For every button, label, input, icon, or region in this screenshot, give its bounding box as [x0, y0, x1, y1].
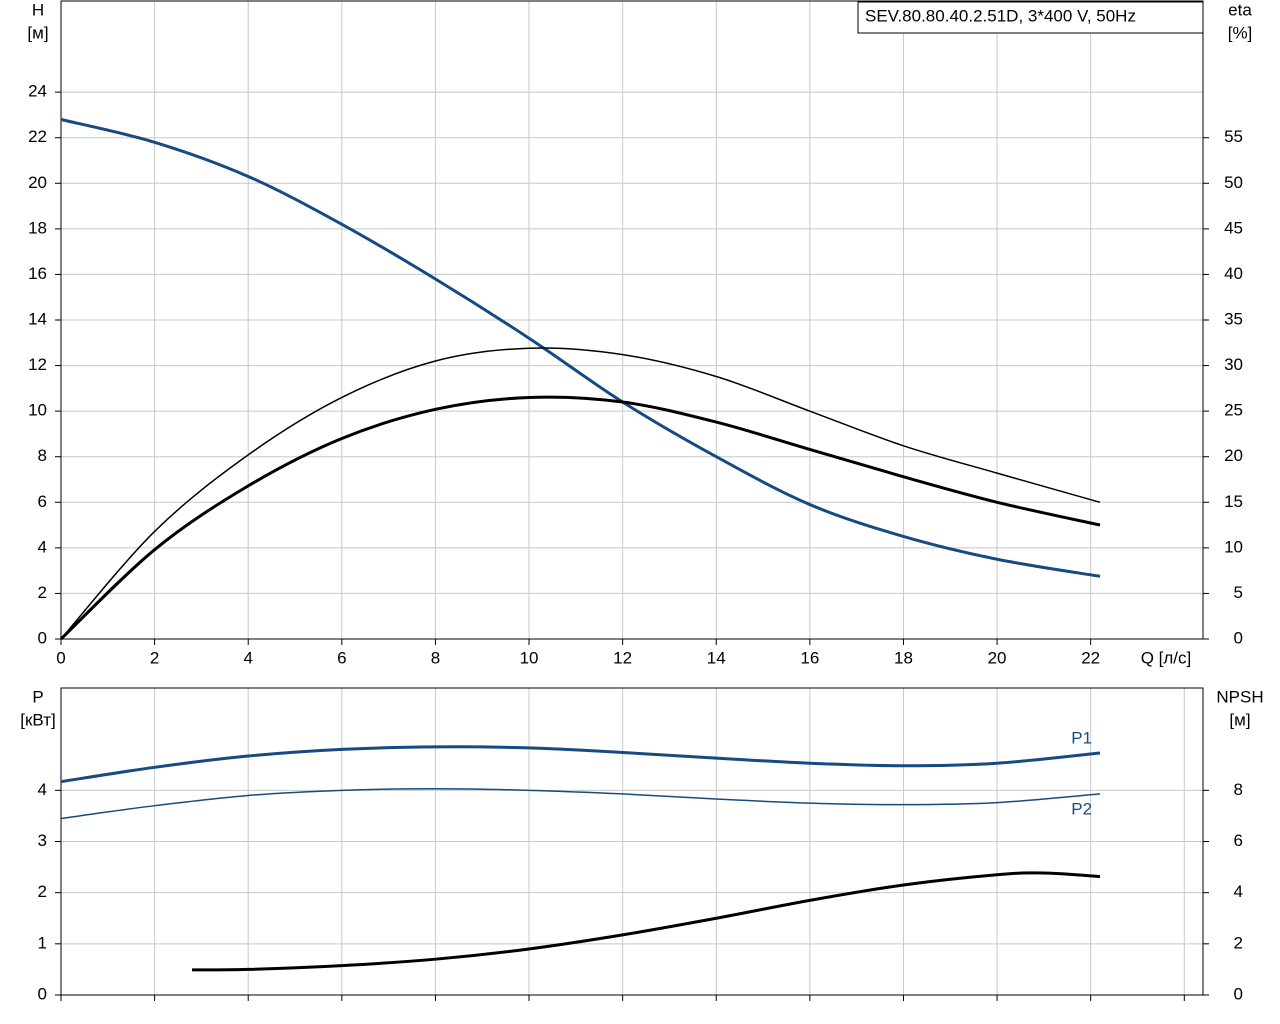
- y2-tick-label: 10: [1224, 537, 1243, 556]
- x-tick-label: 10: [520, 648, 539, 667]
- curve: [60, 745, 1101, 784]
- y2-tick-label: 45: [1224, 218, 1243, 237]
- y-tick-label: 2: [38, 882, 47, 901]
- y2-tick-label: 30: [1224, 355, 1243, 374]
- curve-label: P2: [1071, 799, 1092, 818]
- y2-tick-label: 25: [1224, 401, 1243, 420]
- y-tick-label: 12: [28, 355, 47, 374]
- y2-tick-label: 0: [1234, 984, 1243, 1003]
- y-tick-label: 6: [38, 492, 47, 511]
- plot-frame: [60, 0, 1204, 640]
- y-tick-label: 3: [38, 831, 47, 850]
- curve: [59, 395, 1101, 641]
- x-tick-label: 20: [988, 648, 1007, 667]
- curve: [192, 871, 1101, 972]
- y-tick-label: 18: [28, 218, 47, 237]
- y2-tick-label: 35: [1224, 309, 1243, 328]
- x-tick-label: 14: [707, 648, 726, 667]
- y2-tick-label: 4: [1234, 882, 1243, 901]
- y-tick-label: 22: [28, 127, 47, 146]
- x-tick-label: 0: [56, 648, 65, 667]
- y-tick-label: 4: [38, 780, 47, 799]
- y-tick-label: 1: [38, 933, 47, 952]
- y-unit: [м]: [27, 23, 48, 42]
- curve-label: P1: [1071, 728, 1092, 747]
- y2-tick-label: 15: [1224, 492, 1243, 511]
- y-tick-label: 24: [28, 82, 47, 101]
- y-unit: [кВт]: [20, 710, 55, 729]
- y2-tick-label: 55: [1224, 127, 1243, 146]
- y-tick-label: 14: [28, 309, 47, 328]
- y2-tick-label: 20: [1224, 446, 1243, 465]
- y-label: P: [32, 687, 43, 706]
- y2-tick-label: 0: [1234, 628, 1243, 647]
- y2-tick-label: 40: [1224, 264, 1243, 283]
- y2-label: eta: [1228, 0, 1252, 19]
- x-tick-label: 8: [431, 648, 440, 667]
- title-box: [857, 1, 1204, 34]
- y2-tick-label: 6: [1234, 831, 1243, 850]
- y-tick-label: 8: [38, 446, 47, 465]
- plot-frame: [60, 687, 1204, 996]
- y-tick-label: 4: [38, 537, 47, 556]
- curve: [60, 788, 1101, 820]
- y2-label: NPSH: [1216, 687, 1263, 706]
- y2-tick-label: 8: [1234, 780, 1243, 799]
- y-tick-label: 0: [38, 984, 47, 1003]
- x-tick-label: 4: [243, 648, 252, 667]
- x-tick-label: 2: [150, 648, 159, 667]
- x-tick-label: 12: [613, 648, 632, 667]
- y-tick-label: 2: [38, 583, 47, 602]
- y-tick-label: 0: [38, 628, 47, 647]
- y2-unit: [м]: [1229, 710, 1250, 729]
- y-tick-label: 16: [28, 264, 47, 283]
- y2-tick-label: 2: [1234, 933, 1243, 952]
- x-tick-label: 22: [1081, 648, 1100, 667]
- y-tick-label: 10: [28, 401, 47, 420]
- curve: [60, 118, 1101, 578]
- chart-title: SEV.80.80.40.2.51D, 3*400 V, 50Hz: [865, 6, 1136, 25]
- curve: [60, 347, 1101, 640]
- y2-tick-label: 5: [1234, 583, 1243, 602]
- x-tick-label: 6: [337, 648, 346, 667]
- y2-tick-label: 50: [1224, 173, 1243, 192]
- x-tick-label: 18: [894, 648, 913, 667]
- y2-unit: [%]: [1228, 23, 1253, 42]
- x-tick-label: 16: [800, 648, 819, 667]
- y-label: H: [32, 0, 44, 19]
- y-tick-label: 20: [28, 173, 47, 192]
- x-label: Q [л/с]: [1141, 648, 1192, 667]
